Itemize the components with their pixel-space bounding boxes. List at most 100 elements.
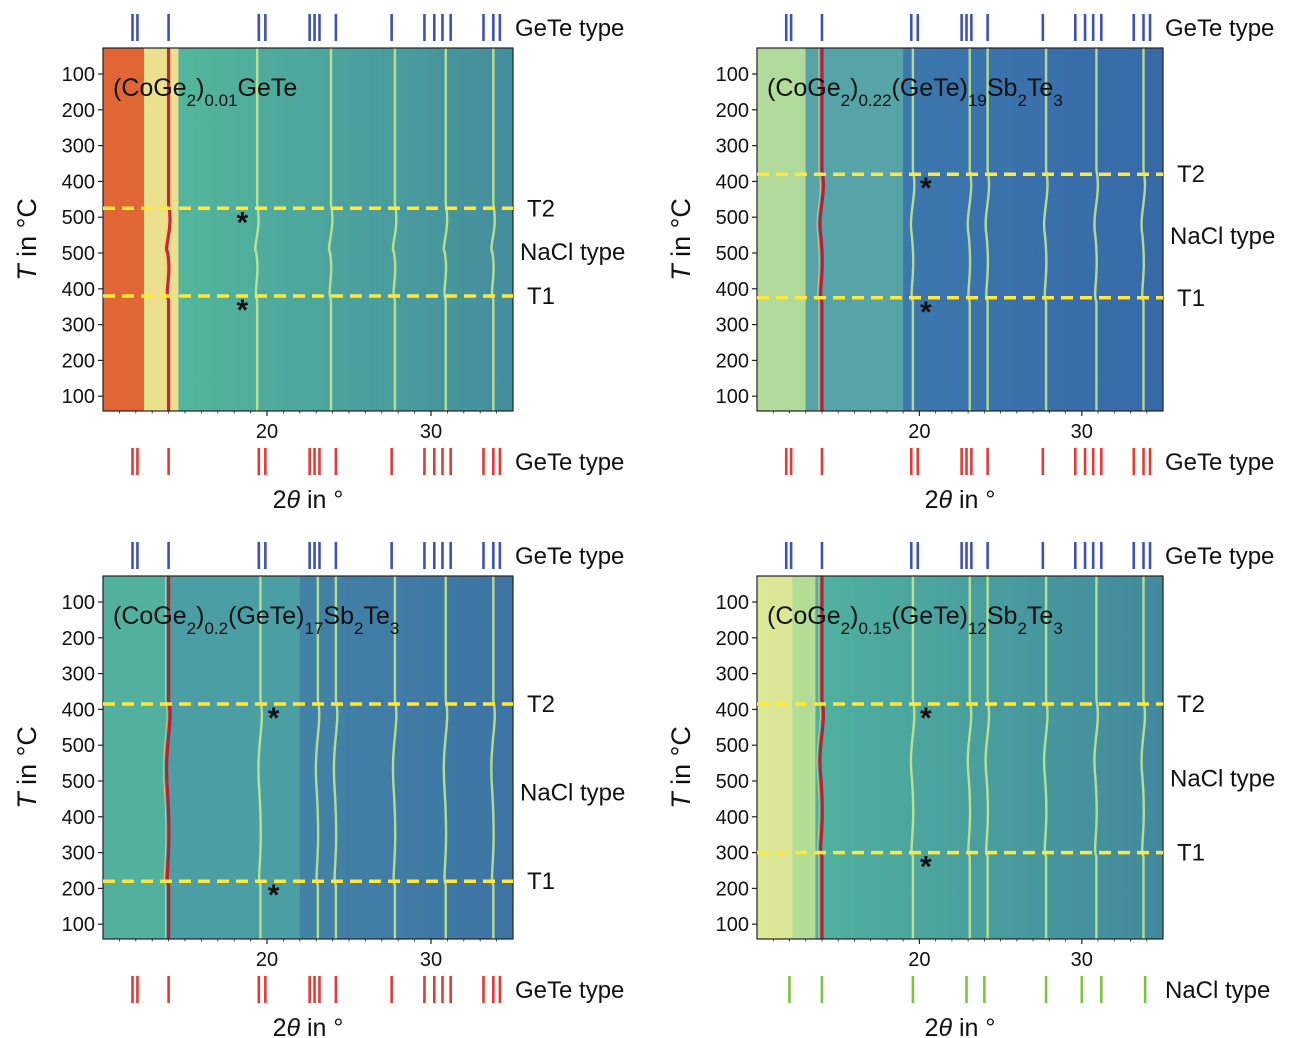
x-axis-label: 2θ in ° [925,486,996,514]
reflection-line [1140,48,1147,411]
reflection-line [490,48,496,411]
reflection-line [909,48,916,411]
transition-label: T2 [1177,161,1205,188]
reflection-line-halo [163,48,168,411]
reflection-line [327,48,334,411]
y-tick-label: 100 [62,386,95,408]
y-tick-label: 500 [62,771,95,793]
transition-label: T1 [527,283,555,310]
heatmap-band [792,576,816,939]
y-axis-label: T in °C [12,726,42,809]
x-tick-label: 30 [1071,949,1093,971]
transition-star: * [268,879,280,912]
top-reference-label: GeTe type [1165,543,1274,570]
y-tick-label: 200 [716,350,749,372]
x-tick-label: 20 [908,421,930,443]
y-tick-label: 400 [62,171,95,193]
x-axis-label: 2θ in ° [273,486,344,514]
y-tick-label: 400 [716,171,749,193]
transition-star: * [237,206,249,239]
heatmap-band [757,48,806,411]
y-tick-label: 100 [716,64,749,86]
reflection-line [818,576,825,939]
heatmap [757,48,1163,411]
x-tick-label: 20 [256,421,278,443]
reflection-line-halo [163,576,168,939]
reflection-line [1042,576,1049,939]
reflection-line [391,48,398,411]
y-tick-label: 100 [62,64,95,86]
reflection-line [490,576,496,939]
axis-frame [102,47,514,412]
panel-title: (CoGe2)0.22(GeTe)19Sb2Te3 [767,74,1063,110]
y-tick-label: 400 [716,279,749,301]
y-tick-label: 400 [716,807,749,829]
y-tick-label: 400 [62,279,95,301]
chart-panel-top-left: 100 200 300 400 500 500 400 300 200 100 20 30 * * T2 Na… [12,14,625,514]
bottom-reference-label: NaCl type [1165,977,1270,1004]
reflection-line [984,576,991,939]
reflection-line [966,576,973,939]
y-tick-label: 400 [62,807,95,829]
y-tick-label: 200 [716,628,749,650]
axis-frame [756,575,1164,940]
y-axis-label: T in °C [12,198,42,281]
bottom-reference-label: GeTe type [1165,449,1274,476]
transition-label: T2 [1177,691,1205,718]
reflection-line [442,48,449,411]
chart-panel-top-right: 100 200 300 400 500 500 400 300 200 100 20 30 * * T2 Na… [666,14,1275,514]
y-tick-label: 300 [716,136,749,158]
y-tick-label: 400 [716,699,749,721]
transition-star: * [920,851,932,884]
reflection-line [1042,48,1049,411]
reflection-line [314,576,321,939]
top-reference-label: GeTe type [515,543,624,570]
transition-label: NaCl type [1170,223,1275,250]
y-tick-label: 500 [62,243,95,265]
transition-label: T1 [527,868,555,895]
axis-frame [756,47,1164,412]
transition-label: NaCl type [520,239,625,266]
transition-label: T2 [527,691,555,718]
y-tick-label: 500 [716,735,749,757]
heatmap-band [168,576,300,939]
heatmap-intensity-gradient [757,576,1163,939]
y-tick-label: 300 [62,843,95,865]
y-axis-label: T in °C [666,726,696,809]
reflection-line-halo [816,576,821,939]
bottom-reference-label: GeTe type [515,977,624,1004]
transition-label: T1 [1177,285,1205,312]
y-tick-label: 400 [62,699,95,721]
panel-title: (CoGe2)0.15(GeTe)12Sb2Te3 [767,602,1063,638]
heatmap [103,576,513,939]
reflection-line [165,576,172,939]
reflection-line [391,576,398,939]
transition-star: * [920,172,932,205]
heatmap-band [757,576,793,939]
x-tick-label: 30 [1071,421,1093,443]
y-tick-label: 200 [716,878,749,900]
x-tick-label: 20 [256,949,278,971]
panel-title: (CoGe2)0.01GeTe [113,74,297,110]
y-tick-label: 100 [716,592,749,614]
reflection-line [442,576,449,939]
y-tick-label: 200 [716,100,749,122]
chart-panel-bottom-right: 100 200 300 400 500 500 400 300 200 100 20 30 * * T2 Na… [666,542,1275,1038]
y-tick-label: 300 [716,664,749,686]
transition-label: NaCl type [520,780,625,807]
reflection-line [1093,48,1100,411]
chart-panel-bottom-left: 100 200 300 400 500 500 400 300 200 100 20 30 * * T2 Na… [12,542,625,1038]
reflection-line [909,576,916,939]
reflection-line [966,48,973,411]
reflection-line [984,48,991,411]
y-tick-label: 300 [716,315,749,337]
reflection-line-halo [816,48,821,411]
y-tick-label: 100 [62,592,95,614]
heatmap-band [103,576,169,939]
reflection-line [818,48,825,411]
reflection-line [257,576,264,939]
y-tick-label: 200 [62,350,95,372]
heatmap [757,576,1163,939]
y-tick-label: 200 [62,100,95,122]
